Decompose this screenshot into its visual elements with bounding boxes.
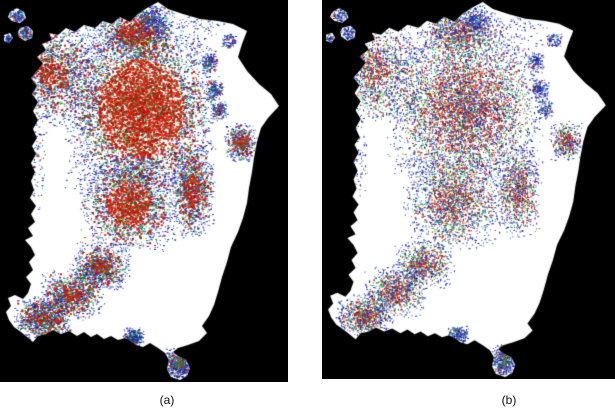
panel-label-a: (a) xyxy=(159,393,175,407)
map-panel-b xyxy=(322,0,615,379)
map-panel-a xyxy=(0,0,288,382)
panel-label-b: (b) xyxy=(501,393,517,407)
